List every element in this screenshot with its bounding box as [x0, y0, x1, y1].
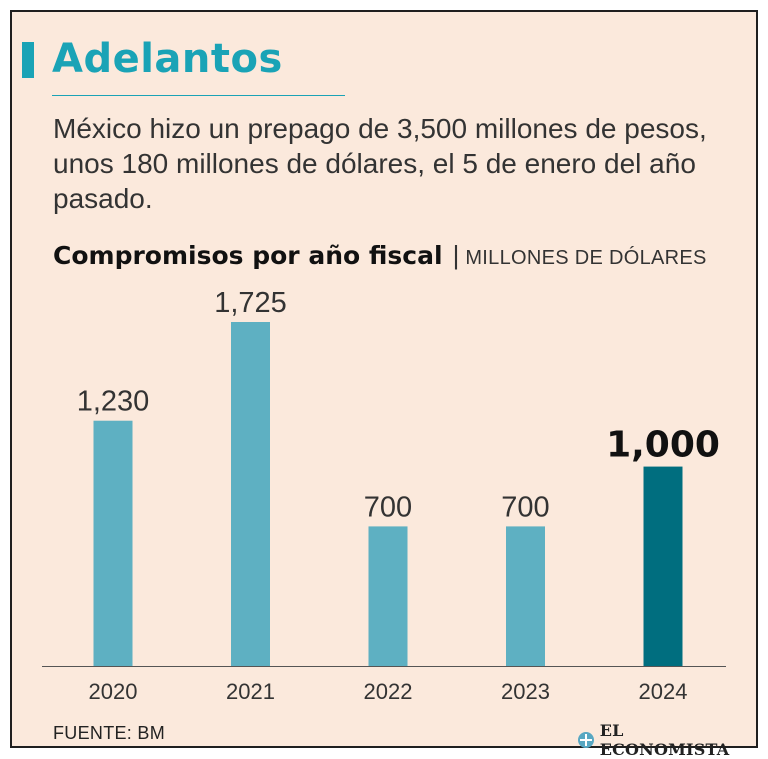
infographic-subtitle: México hizo un prepago de 3,500 millones…: [53, 113, 707, 214]
bar-2023: [506, 526, 545, 666]
publisher-logo: EL ECONOMISTA: [578, 721, 756, 759]
globe-icon: [578, 732, 594, 748]
value-label-2024: 1,000: [606, 425, 720, 466]
chart-unit-label: MILLONES DE DÓLARES: [465, 247, 707, 269]
publisher-logo-text: EL ECONOMISTA: [599, 721, 730, 759]
bar-2022: [368, 526, 408, 666]
value-label-2023: 700: [501, 491, 549, 523]
bar-2024: [643, 466, 683, 666]
value-label-2021: 1,725: [214, 287, 287, 319]
source-note: FUENTE: BM: [53, 723, 166, 743]
x-tick-label-2022: 2022: [364, 679, 413, 704]
title-accent-bar: [22, 42, 34, 78]
infographic-card: Adelantos México hizo un prepago de 3,50…: [10, 10, 758, 759]
x-tick-label-2024: 2024: [639, 679, 688, 704]
x-tick-label-2021: 2021: [226, 679, 275, 704]
bar-chart: 1,230 2020 1,725 2021 700 2022 700 2023 1,000 202…: [42, 287, 726, 704]
bar-2020: [93, 420, 133, 666]
title-underline: [52, 95, 345, 96]
x-tick-label-2023: 2023: [501, 679, 550, 704]
value-label-2022: 700: [364, 491, 412, 523]
chart-heading: Compromisos por año fiscal | MILLONES DE D…: [53, 240, 707, 271]
chart-title: Compromisos por año fiscal: [53, 241, 443, 270]
value-label-2020: 1,230: [77, 386, 150, 418]
bar-2021: [231, 322, 270, 666]
x-tick-label-2020: 2020: [89, 679, 138, 704]
infographic-title: Adelantos: [52, 36, 283, 82]
chart-heading-separator: |: [452, 240, 460, 270]
